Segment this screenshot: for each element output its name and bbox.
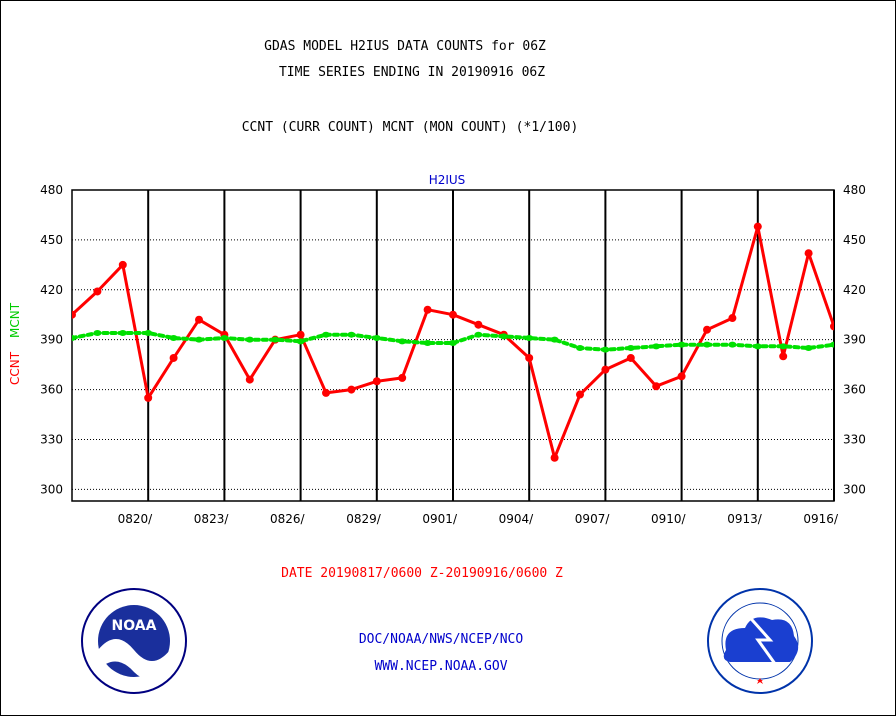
ccnt-point bbox=[118, 260, 127, 269]
ccnt-point bbox=[372, 377, 381, 386]
mcnt-point bbox=[703, 341, 711, 348]
ccnt-point bbox=[576, 390, 584, 399]
ccnt-point bbox=[601, 365, 610, 374]
mcnt-point bbox=[271, 336, 280, 343]
x-tick-label: 0829/ bbox=[346, 512, 382, 526]
ccnt-point bbox=[72, 310, 76, 319]
mcnt-point bbox=[525, 335, 534, 342]
nws-logo bbox=[707, 588, 813, 694]
ccnt-point bbox=[169, 353, 178, 362]
mcnt-point bbox=[677, 341, 686, 348]
x-tick-label: 0904/ bbox=[499, 512, 535, 526]
ccnt-point bbox=[779, 352, 788, 361]
ccnt-point bbox=[144, 393, 153, 402]
noaa-logo: NOAA bbox=[81, 588, 187, 694]
mcnt-point bbox=[474, 331, 483, 338]
ccnt-point bbox=[830, 322, 834, 331]
mcnt-point bbox=[576, 344, 584, 351]
chart-title-line1: GDAS MODEL H2IUS DATA COUNTS for 06Z bbox=[264, 39, 546, 54]
x-tick-label: 0826/ bbox=[270, 512, 306, 526]
noaa-logo-text: NOAA bbox=[112, 618, 157, 634]
y-tick-label-left: 390 bbox=[40, 333, 63, 347]
ccnt-point bbox=[195, 315, 203, 324]
y-tick-label-right: 300 bbox=[843, 482, 866, 496]
mcnt-point bbox=[652, 343, 661, 350]
mcnt-point bbox=[626, 344, 635, 351]
ccnt-point bbox=[449, 310, 457, 319]
y-tick-label-left: 360 bbox=[40, 383, 63, 397]
ccnt-point bbox=[703, 325, 711, 334]
mcnt-point bbox=[72, 335, 76, 342]
mcnt-point bbox=[195, 336, 203, 343]
grid-lines bbox=[72, 190, 835, 501]
mcnt-point bbox=[220, 335, 229, 342]
mcnt-point bbox=[398, 338, 407, 345]
tick-labels: 300 300 330 330 360 360 390 390 420 420 450 450 480 4… bbox=[40, 183, 866, 526]
mcnt-point bbox=[245, 336, 254, 343]
chart-subtitle: CCNT (CURR COUNT) MCNT (MON COUNT) (*1/1… bbox=[241, 120, 579, 135]
mcnt-point bbox=[753, 343, 762, 350]
mcnt-point bbox=[296, 338, 305, 345]
y-tick-label-right: 360 bbox=[843, 383, 866, 397]
mcnt-point bbox=[830, 341, 834, 348]
ccnt-point bbox=[423, 305, 432, 314]
y-tick-label-right: 420 bbox=[843, 283, 866, 297]
y-tick-label-left: 480 bbox=[40, 183, 63, 197]
ccnt-point bbox=[652, 382, 661, 391]
mcnt-point bbox=[93, 330, 102, 337]
mcnt-point bbox=[372, 335, 381, 342]
ccnt-point bbox=[296, 330, 305, 339]
x-tick-label: 0913/ bbox=[727, 512, 763, 526]
mcnt-point bbox=[118, 330, 127, 337]
plot-label: H2IUS bbox=[429, 173, 466, 187]
mcnt-point bbox=[601, 346, 610, 353]
ccnt-point bbox=[93, 287, 102, 296]
x-tick-label: 0916/ bbox=[803, 512, 839, 526]
ccnt-point bbox=[728, 314, 737, 323]
ccnt-point bbox=[525, 353, 534, 362]
mcnt-point bbox=[499, 333, 508, 340]
ccnt-point bbox=[804, 249, 813, 258]
ccnt-point bbox=[677, 372, 686, 381]
y-tick-label-right: 330 bbox=[843, 432, 866, 446]
y-tick-label-left: 450 bbox=[40, 233, 63, 247]
y-tick-label-right: 480 bbox=[843, 183, 866, 197]
mcnt-point bbox=[423, 340, 432, 347]
ccnt-point bbox=[753, 222, 762, 231]
mcnt-point bbox=[449, 340, 457, 347]
mcnt-point bbox=[144, 330, 153, 337]
ccnt-point bbox=[474, 320, 483, 329]
y-axis-label-ccnt: CCNT bbox=[8, 351, 22, 385]
date-range-label: DATE 20190817/0600 Z-20190916/0600 Z bbox=[281, 566, 563, 581]
y-tick-label-left: 420 bbox=[40, 283, 63, 297]
credit-line1: DOC/NOAA/NWS/NCEP/NCO bbox=[358, 632, 524, 647]
y-axis-label-mcnt: MCNT bbox=[8, 302, 22, 338]
ccnt-point bbox=[398, 373, 407, 382]
ccnt-point bbox=[322, 388, 330, 397]
x-tick-label: 0820/ bbox=[118, 512, 154, 526]
series-layer bbox=[72, 222, 834, 462]
ccnt-point bbox=[245, 375, 254, 384]
y-tick-label-left: 300 bbox=[40, 482, 63, 496]
credit-line2: WWW.NCEP.NOAA.GOV bbox=[374, 659, 508, 674]
mcnt-point bbox=[169, 335, 178, 342]
mcnt-point bbox=[779, 343, 788, 350]
mcnt-point bbox=[322, 331, 330, 338]
y-tick-label-right: 390 bbox=[843, 333, 866, 347]
ccnt-point bbox=[550, 453, 559, 462]
mcnt-point bbox=[550, 336, 559, 343]
mcnt-point bbox=[804, 344, 813, 351]
ccnt-point bbox=[347, 385, 356, 394]
x-tick-label: 0823/ bbox=[194, 512, 230, 526]
ccnt-point bbox=[626, 353, 635, 362]
x-tick-label: 0910/ bbox=[651, 512, 687, 526]
x-tick-label: 0901/ bbox=[422, 512, 458, 526]
y-tick-label-left: 330 bbox=[40, 432, 63, 446]
mcnt-point bbox=[728, 341, 737, 348]
chart-title-line2: TIME SERIES ENDING IN 20190916 06Z bbox=[278, 65, 546, 80]
y-tick-label-right: 450 bbox=[843, 233, 866, 247]
mcnt-point bbox=[347, 331, 356, 338]
x-tick-label: 0907/ bbox=[575, 512, 611, 526]
